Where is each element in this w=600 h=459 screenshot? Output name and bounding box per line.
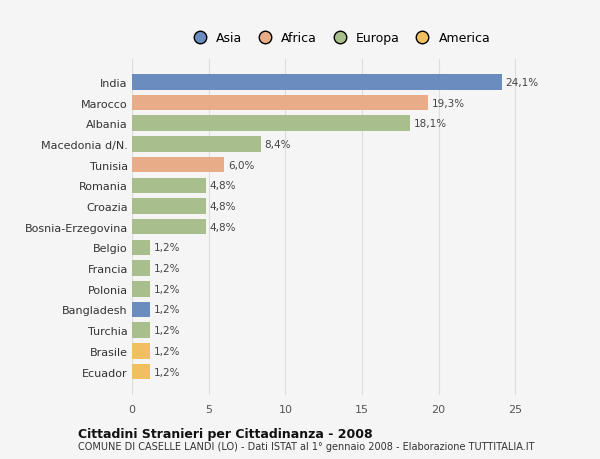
Bar [132, 219, 206, 235]
Bar [132, 137, 261, 152]
Text: COMUNE DI CASELLE LANDI (LO) - Dati ISTAT al 1° gennaio 2008 - Elaborazione TUTT: COMUNE DI CASELLE LANDI (LO) - Dati ISTA… [78, 441, 535, 451]
Legend: Asia, Africa, Europa, America: Asia, Africa, Europa, America [188, 33, 490, 45]
Text: 18,1%: 18,1% [413, 119, 446, 129]
Bar [132, 157, 224, 173]
Text: 1,2%: 1,2% [154, 325, 181, 336]
Bar [132, 302, 151, 318]
Text: 4,8%: 4,8% [209, 202, 236, 212]
Text: 1,2%: 1,2% [154, 305, 181, 315]
Bar [132, 199, 206, 214]
Text: 6,0%: 6,0% [228, 160, 254, 170]
Bar [132, 261, 151, 276]
Text: 1,2%: 1,2% [154, 263, 181, 274]
Text: 1,2%: 1,2% [154, 284, 181, 294]
Text: Cittadini Stranieri per Cittadinanza - 2008: Cittadini Stranieri per Cittadinanza - 2… [78, 427, 373, 440]
Bar [132, 323, 151, 338]
Text: 19,3%: 19,3% [432, 98, 465, 108]
Text: 1,2%: 1,2% [154, 243, 181, 253]
Text: 1,2%: 1,2% [154, 367, 181, 377]
Bar [132, 281, 151, 297]
Text: 8,4%: 8,4% [265, 140, 291, 150]
Bar [132, 364, 151, 380]
Bar [132, 240, 151, 256]
Text: 4,8%: 4,8% [209, 181, 236, 191]
Bar [132, 95, 428, 111]
Text: 1,2%: 1,2% [154, 346, 181, 356]
Text: 24,1%: 24,1% [505, 78, 538, 88]
Bar [132, 116, 410, 132]
Text: 4,8%: 4,8% [209, 222, 236, 232]
Bar [132, 178, 206, 194]
Bar [132, 75, 502, 90]
Bar [132, 343, 151, 359]
